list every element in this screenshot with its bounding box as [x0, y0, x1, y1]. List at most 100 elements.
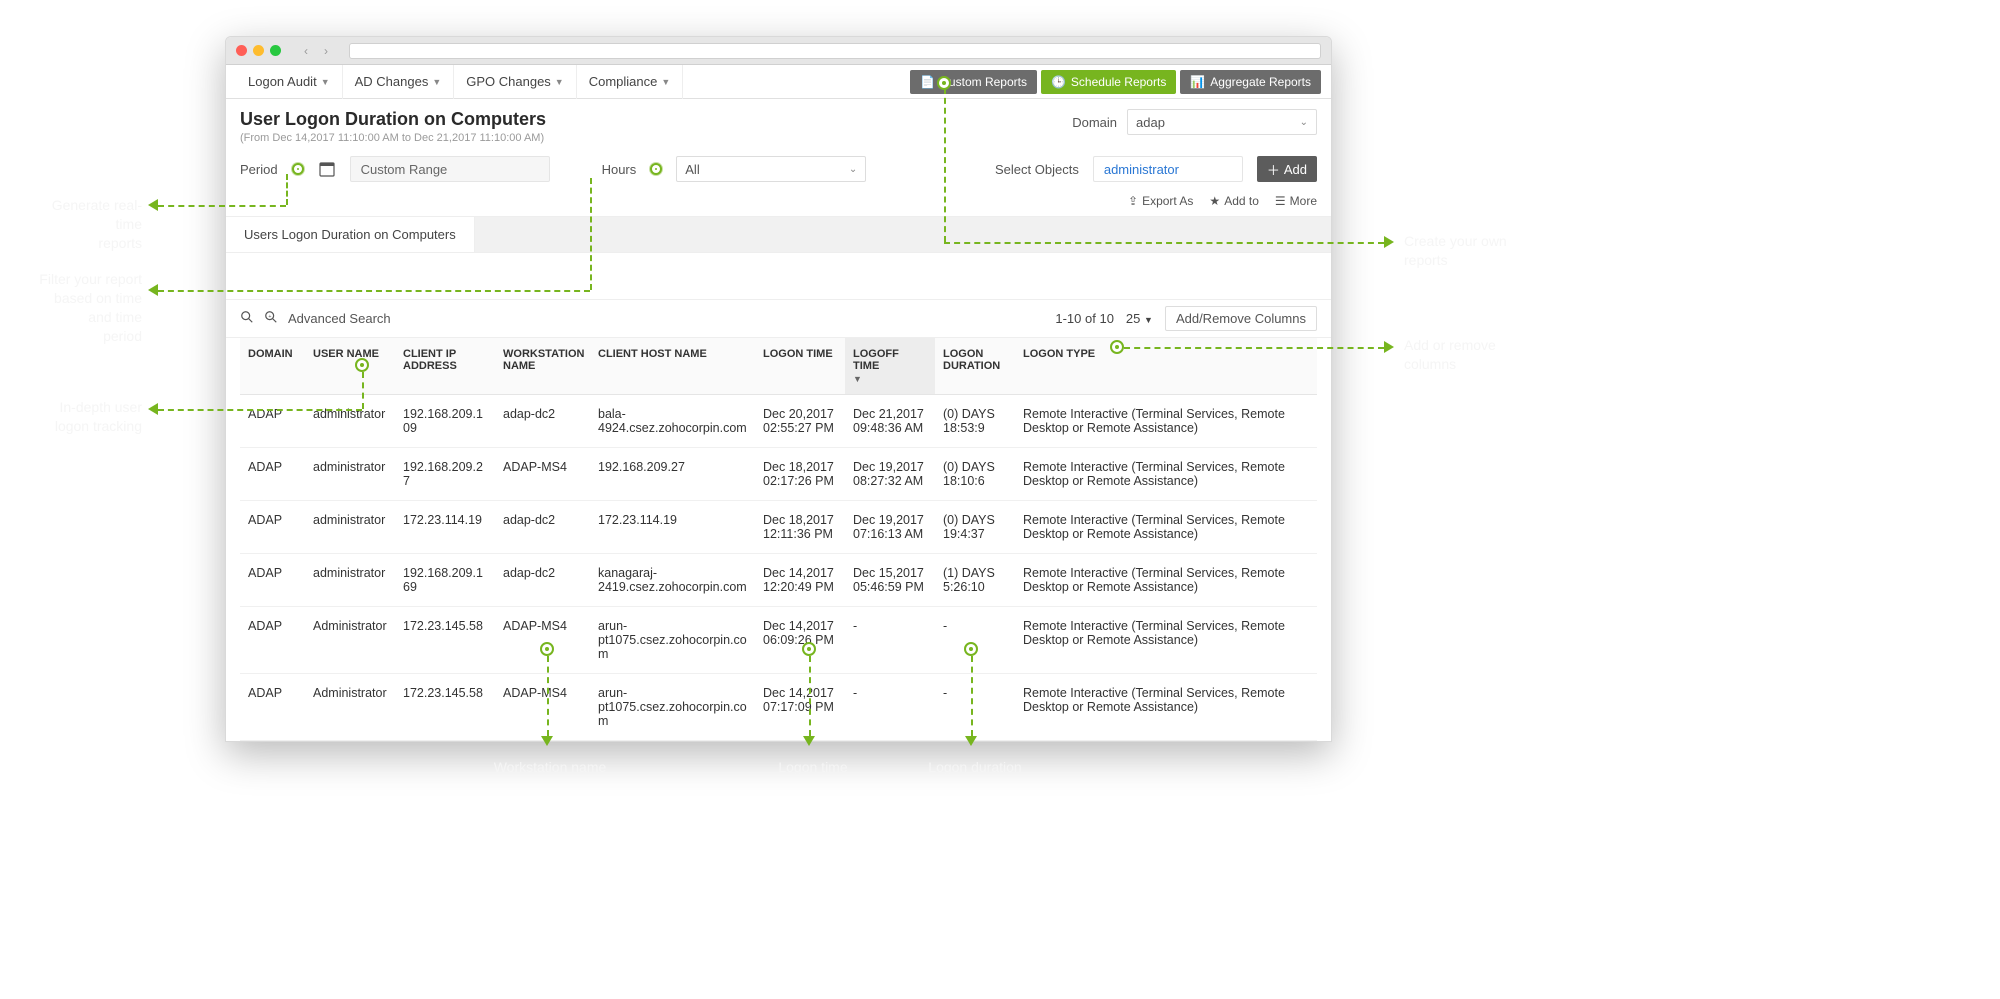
advanced-search-icon[interactable]: +: [264, 310, 278, 327]
cell-user: administrator: [305, 554, 395, 607]
cell-domain: ADAP: [240, 674, 305, 741]
annotation-line: [944, 88, 946, 242]
column-header-logoff-time[interactable]: LOGOFF TIME▼: [845, 338, 935, 395]
annotation-line: [158, 205, 286, 207]
header-label: LOGON DURATION: [943, 348, 1000, 372]
hours-select[interactable]: All ⌄: [676, 156, 866, 182]
annotation-marker-icon: [540, 642, 554, 656]
search-icon[interactable]: [240, 310, 254, 327]
page-size-select[interactable]: 25 ▼: [1126, 311, 1153, 326]
button-label: Add/Remove Columns: [1176, 311, 1306, 326]
cell-ip: 172.23.114.19: [395, 501, 495, 554]
domain-value: adap: [1136, 115, 1165, 130]
more-button[interactable]: ☰More: [1275, 194, 1317, 208]
add-to-button[interactable]: ★Add to: [1209, 194, 1258, 208]
table-row[interactable]: ADAPAdministrator172.23.145.58ADAP-MS4ar…: [240, 607, 1317, 674]
cell-domain: ADAP: [240, 607, 305, 674]
table-row[interactable]: ADAPadministrator192.168.209.27ADAP-MS41…: [240, 448, 1317, 501]
maximize-icon[interactable]: [270, 45, 281, 56]
annotation-line: [944, 242, 1384, 244]
nav-back-icon[interactable]: ‹: [297, 42, 315, 60]
cell-logoff: -: [845, 674, 935, 741]
window-titlebar: ‹ ›: [226, 37, 1331, 65]
menu-gpo-changes[interactable]: GPO Changes▼: [454, 65, 576, 99]
menu-label: AD Changes: [355, 74, 429, 89]
cell-type: Remote Interactive (Terminal Services, R…: [1015, 448, 1317, 501]
caret-down-icon: ▼: [321, 77, 330, 87]
header-title-block: User Logon Duration on Computers (From D…: [240, 109, 546, 144]
cell-type: Remote Interactive (Terminal Services, R…: [1015, 554, 1317, 607]
advanced-search-label[interactable]: Advanced Search: [288, 311, 391, 326]
nav-forward-icon[interactable]: ›: [317, 42, 335, 60]
custom-reports-button[interactable]: 📄Custom Reports: [910, 70, 1037, 94]
pagination-range: 1-10 of 10: [1055, 311, 1114, 326]
hours-value: All: [685, 162, 699, 177]
menu-ad-changes[interactable]: AD Changes▼: [343, 65, 455, 99]
cell-dur: (0) DAYS 18:10:6: [935, 448, 1015, 501]
select-objects-input[interactable]: administrator: [1093, 156, 1243, 182]
column-header-host[interactable]: CLIENT HOST NAME: [590, 338, 755, 395]
schedule-reports-button[interactable]: 🕒Schedule Reports: [1041, 70, 1176, 94]
cell-user: Administrator: [305, 607, 395, 674]
page-subtitle: (From Dec 14,2017 11:10:00 AM to Dec 21,…: [240, 132, 546, 144]
period-label: Period: [240, 162, 278, 177]
report-icon: 📄: [920, 75, 935, 89]
close-icon[interactable]: [236, 45, 247, 56]
annotation-text: In-depth user logon tracking: [34, 398, 142, 436]
annotation-line: [809, 656, 811, 736]
cell-host: arun-pt1075.csez.zohocorpin.com: [590, 674, 755, 741]
table-row[interactable]: ADAPadministrator192.168.209.109adap-dc2…: [240, 395, 1317, 448]
domain-select[interactable]: adap ⌄: [1127, 109, 1317, 135]
table-row[interactable]: ADAPadministrator192.168.209.169adap-dc2…: [240, 554, 1317, 607]
menu-logon-audit[interactable]: Logon Audit▼: [236, 65, 343, 99]
cell-host: arun-pt1075.csez.zohocorpin.com: [590, 607, 755, 674]
annotation-text: Create your own reports: [1404, 232, 1544, 270]
cell-ip: 172.23.145.58: [395, 607, 495, 674]
column-header-ip[interactable]: CLIENT IP ADDRESS: [395, 338, 495, 395]
domain-label: Domain: [1072, 115, 1117, 130]
table-controls: + Advanced Search 1-10 of 10 25 ▼ Add/Re…: [226, 299, 1331, 338]
cell-logoff: Dec 15,2017 05:46:59 PM: [845, 554, 935, 607]
aggregate-reports-button[interactable]: 📊Aggregate Reports: [1180, 70, 1321, 94]
cell-logoff: Dec 19,2017 07:16:13 AM: [845, 501, 935, 554]
table-row[interactable]: ADAPadministrator172.23.114.19adap-dc217…: [240, 501, 1317, 554]
export-as-button[interactable]: ⇪Export As: [1128, 194, 1193, 208]
arrow-right-icon: [1384, 341, 1394, 353]
minimize-icon[interactable]: [253, 45, 264, 56]
annotation-text: Add or remove columns: [1404, 336, 1544, 374]
period-input[interactable]: Custom Range: [350, 156, 550, 182]
cell-type: Remote Interactive (Terminal Services, R…: [1015, 674, 1317, 741]
annotation-marker-icon: [1110, 340, 1124, 354]
calendar-icon[interactable]: [318, 160, 336, 178]
header-label: CLIENT HOST NAME: [598, 348, 707, 360]
cell-logon: Dec 18,2017 12:11:36 PM: [755, 501, 845, 554]
caret-down-icon: ▼: [555, 77, 564, 87]
annotation-line: [590, 178, 592, 290]
column-header-user[interactable]: USER NAME: [305, 338, 395, 395]
column-header-logon-time[interactable]: LOGON TIME: [755, 338, 845, 395]
column-header-duration[interactable]: LOGON DURATION: [935, 338, 1015, 395]
add-remove-columns-button[interactable]: Add/Remove Columns: [1165, 306, 1317, 331]
arrow-down-icon: [541, 736, 553, 746]
annotation-text: Workstation name: [490, 758, 610, 777]
add-button[interactable]: ＋Add: [1257, 156, 1317, 182]
annotation-line: [158, 290, 590, 292]
table-row[interactable]: ADAPAdministrator172.23.145.58ADAP-MS4ar…: [240, 674, 1317, 741]
url-bar[interactable]: [349, 43, 1321, 59]
column-header-workstation[interactable]: WORKSTATION NAME: [495, 338, 590, 395]
app-window: ‹ › Logon Audit▼ AD Changes▼ GPO Changes…: [225, 36, 1332, 742]
cell-ws: ADAP-MS4: [495, 674, 590, 741]
caret-down-icon: ▼: [432, 77, 441, 87]
menu-compliance[interactable]: Compliance▼: [577, 65, 684, 99]
annotation-text: Logon time: [768, 758, 858, 777]
column-header-domain[interactable]: DOMAIN: [240, 338, 305, 395]
star-icon: ★: [1209, 194, 1220, 208]
cell-logoff: -: [845, 607, 935, 674]
svg-text:+: +: [268, 314, 271, 320]
annotation-marker-icon: [355, 358, 369, 372]
sort-desc-icon: ▼: [853, 374, 927, 384]
arrow-down-icon: [803, 736, 815, 746]
tab-users-logon-duration[interactable]: Users Logon Duration on Computers: [226, 217, 475, 252]
cell-user: Administrator: [305, 674, 395, 741]
domain-selector: Domain adap ⌄: [1072, 109, 1317, 135]
